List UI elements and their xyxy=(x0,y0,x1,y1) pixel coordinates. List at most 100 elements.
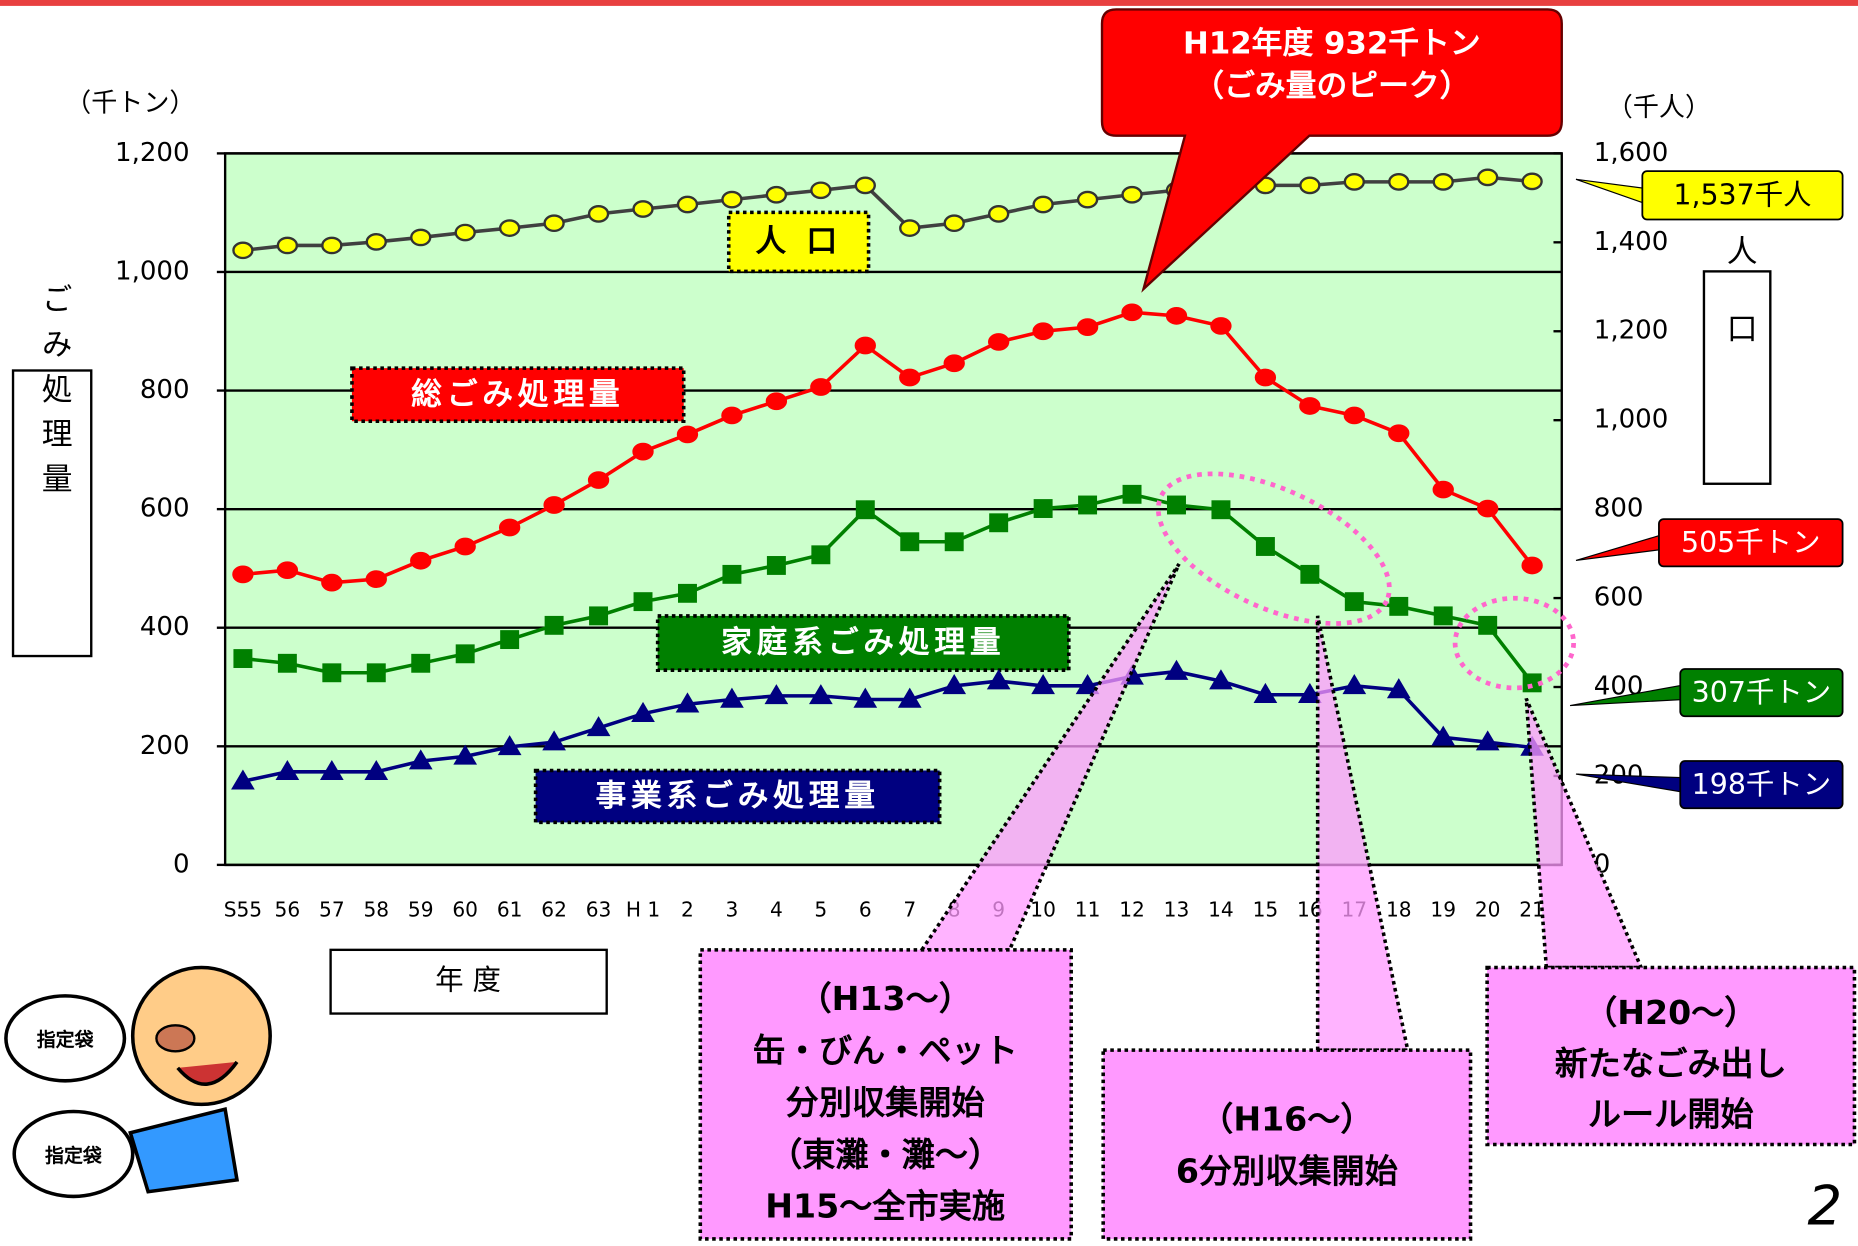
page: 02004006008001,0001,20002004006008001,00… xyxy=(0,0,1858,1246)
marker xyxy=(500,220,519,235)
marker xyxy=(367,571,386,586)
y-tick-label: 800 xyxy=(140,375,190,405)
y-tick-label: 600 xyxy=(140,494,190,524)
marker xyxy=(1345,174,1364,189)
marker xyxy=(1434,606,1453,625)
marker xyxy=(1123,187,1142,202)
series-name: 家庭系ごみ処理量 xyxy=(721,625,1005,661)
marker xyxy=(1300,178,1319,193)
page-number: 2 xyxy=(1807,1175,1842,1238)
body xyxy=(130,1109,237,1192)
y-tick-label: 0 xyxy=(173,849,190,879)
x-tick-label: 62 xyxy=(541,897,567,921)
axis-title: 人口 xyxy=(1721,235,1757,391)
marker xyxy=(1478,616,1497,635)
marker xyxy=(900,370,919,385)
marker xyxy=(945,356,964,371)
marker xyxy=(1389,426,1408,441)
note-text: （東灘・灘～） xyxy=(769,1135,1001,1174)
marker xyxy=(1478,501,1497,516)
marker xyxy=(767,394,786,409)
marker xyxy=(811,545,830,564)
marker xyxy=(1211,500,1230,519)
marker xyxy=(767,187,786,202)
y2-label: 人口 xyxy=(1721,235,1757,391)
marker xyxy=(1167,308,1186,323)
x-tick-label: 12 xyxy=(1119,897,1145,921)
marker xyxy=(322,238,341,253)
marker xyxy=(367,663,386,682)
marker xyxy=(634,444,653,459)
x-tick-label: 2 xyxy=(681,897,694,921)
note-text: （H20～） xyxy=(1584,993,1757,1032)
x-tick-label: S55 xyxy=(224,897,262,921)
marker xyxy=(233,567,252,582)
marker xyxy=(1478,170,1497,185)
note-text: 新たなごみ出し xyxy=(1555,1044,1787,1083)
marker xyxy=(1123,485,1142,504)
marker xyxy=(545,497,564,512)
series-name: 事業系ごみ処理量 xyxy=(595,778,879,814)
marker xyxy=(1078,192,1097,207)
note-text: （H16～） xyxy=(1200,1099,1373,1138)
marker xyxy=(233,649,252,668)
x-tick-label: 19 xyxy=(1430,897,1456,921)
y-label: ごみ処理量 xyxy=(36,283,72,507)
x-tick-label: 60 xyxy=(452,897,478,921)
marker xyxy=(856,500,875,519)
marker xyxy=(1078,496,1097,515)
marker xyxy=(1123,305,1142,320)
x-tick-label: 56 xyxy=(275,897,301,921)
x-tick-label: 7 xyxy=(903,897,916,921)
series-name: 総ごみ処理量 xyxy=(411,376,624,412)
x-tick-label: 63 xyxy=(586,897,612,921)
marker xyxy=(1434,174,1453,189)
y-tick-label: 200 xyxy=(140,731,190,761)
marker xyxy=(1167,496,1186,515)
series-name: 人 口 xyxy=(755,224,842,260)
marker xyxy=(1300,398,1319,413)
x-tick-label: 61 xyxy=(497,897,523,921)
marker xyxy=(811,183,830,198)
y2-tick-label: 1,200 xyxy=(1594,316,1669,346)
x-tick-label: 57 xyxy=(319,897,345,921)
x-tick-label: 11 xyxy=(1075,897,1101,921)
marker xyxy=(634,201,653,216)
note-text: ルール開始 xyxy=(1588,1095,1754,1134)
value-label: 505千トン xyxy=(1681,526,1821,559)
y2-tick-label: 800 xyxy=(1594,494,1644,524)
x-tick-label: 6 xyxy=(859,897,872,921)
marker xyxy=(989,513,1008,532)
marker xyxy=(900,220,919,235)
y2-tick-label: 1,400 xyxy=(1594,227,1669,257)
marker xyxy=(367,234,386,249)
marker xyxy=(1523,174,1542,189)
bag-label: 指定袋 xyxy=(37,1028,94,1051)
marker xyxy=(545,616,564,635)
illustration: 指定袋 指定袋 xyxy=(6,968,270,1197)
x-tick-label: 3 xyxy=(726,897,739,921)
x-tick-label: 13 xyxy=(1164,897,1190,921)
marker xyxy=(722,192,741,207)
label-pointer xyxy=(1576,179,1642,202)
marker xyxy=(278,238,297,253)
x-tick-label: 14 xyxy=(1208,897,1234,921)
marker xyxy=(722,408,741,423)
value-label: 198千トン xyxy=(1692,768,1832,801)
note-text: 6分別収集開始 xyxy=(1176,1151,1398,1190)
marker xyxy=(322,663,341,682)
value-label: 1,537千人 xyxy=(1673,178,1811,211)
note-pointer xyxy=(1526,699,1641,968)
bag-label: 指定袋 xyxy=(45,1144,102,1167)
marker xyxy=(589,206,608,221)
marker xyxy=(500,520,519,535)
marker xyxy=(1034,197,1053,212)
marker xyxy=(1078,319,1097,334)
marker xyxy=(545,216,564,231)
notes: （H13～）缶・びん・ペット分別収集開始（東灘・灘～）H15～全市実施（H16～… xyxy=(753,979,1787,1226)
marker xyxy=(233,243,252,258)
marker xyxy=(989,206,1008,221)
value-label: 307千トン xyxy=(1692,676,1832,709)
x-tick-label: 59 xyxy=(408,897,434,921)
marker xyxy=(811,379,830,394)
